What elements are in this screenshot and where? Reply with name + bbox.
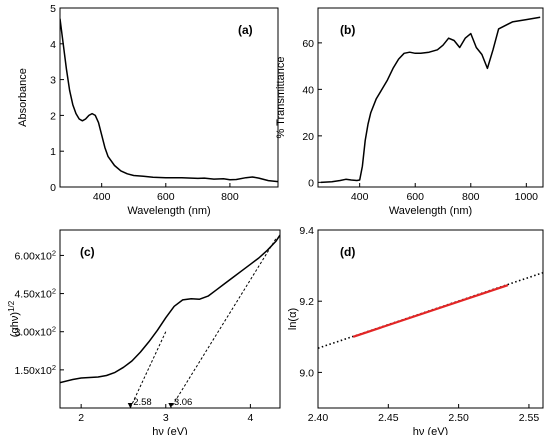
x-tick-label: 600 — [406, 191, 424, 203]
y-tick-label: 1 — [50, 146, 56, 158]
series-line-2 — [352, 284, 509, 338]
y-tick-label: 9.4 — [299, 225, 314, 237]
tangent-arrowhead — [168, 403, 174, 408]
panel-label: (b) — [340, 23, 355, 37]
bandgap-annotation: 2.58 — [133, 397, 152, 408]
x-tick-label: 2.55 — [519, 412, 540, 424]
x-tick-label: 2.40 — [308, 412, 329, 424]
panel-label: (c) — [80, 245, 95, 259]
bandgap-annotation: 3.06 — [174, 397, 193, 408]
y-axis-label: ln(α) — [287, 308, 299, 330]
x-tick-label: 2 — [78, 412, 84, 424]
y-tick-label: 5 — [50, 3, 56, 15]
y-axis-label: (αhν)1/2 — [7, 300, 21, 337]
y-axis-label: % Transmittance — [275, 57, 287, 139]
y-tick-label: 60 — [302, 38, 314, 50]
y-tick-label: 3 — [50, 75, 56, 87]
series-line-1 — [60, 234, 280, 384]
y-tick-label: 3.00x102 — [14, 325, 56, 339]
x-axis-label: Wavelength (nm) — [389, 205, 472, 217]
panel-label: (d) — [340, 245, 355, 259]
x-tick-label: 2.50 — [448, 412, 469, 424]
plot-frame-3 — [59, 229, 281, 409]
plot-frame-2 — [317, 7, 544, 188]
y-tick-label: 40 — [302, 84, 314, 96]
y-tick-label: 9.2 — [299, 296, 314, 308]
plot-frame-4 — [317, 229, 544, 409]
panel-label: (a) — [238, 23, 253, 37]
x-tick-label: 4 — [247, 412, 253, 424]
series-line-1 — [60, 18, 278, 183]
tangent-arrowhead — [127, 403, 133, 408]
x-tick-label: 3 — [163, 412, 169, 424]
x-tick-label: 2.45 — [378, 412, 399, 424]
x-axis-label: hν (eV) — [152, 426, 187, 435]
x-axis-label: Wavelength (nm) — [127, 205, 210, 217]
y-tick-label: 0 — [50, 182, 56, 194]
tangent-line — [170, 238, 277, 409]
x-tick-label: 1000 — [515, 191, 539, 203]
y-tick-label: 20 — [302, 131, 314, 143]
x-tick-label: 400 — [351, 191, 369, 203]
x-axis-label: hν (eV) — [413, 426, 448, 435]
x-tick-label: 800 — [462, 191, 480, 203]
x-tick-label: 800 — [221, 191, 239, 203]
y-tick-label: 9.0 — [299, 367, 314, 379]
y-axis-label: Absorbance — [17, 68, 29, 127]
plot-frame-1 — [59, 7, 279, 188]
y-tick-label: 4 — [50, 39, 56, 51]
x-tick-label: 600 — [157, 191, 175, 203]
x-tick-label: 400 — [93, 191, 111, 203]
y-tick-label: 6.00x102 — [14, 248, 56, 262]
y-tick-label: 2 — [50, 110, 56, 122]
y-tick-label: 1.50x102 — [14, 363, 56, 377]
y-tick-label: 4.50x102 — [14, 287, 56, 301]
series-line-1 — [320, 16, 541, 184]
y-tick-label: 0 — [308, 177, 314, 189]
tangent-line — [129, 331, 167, 409]
